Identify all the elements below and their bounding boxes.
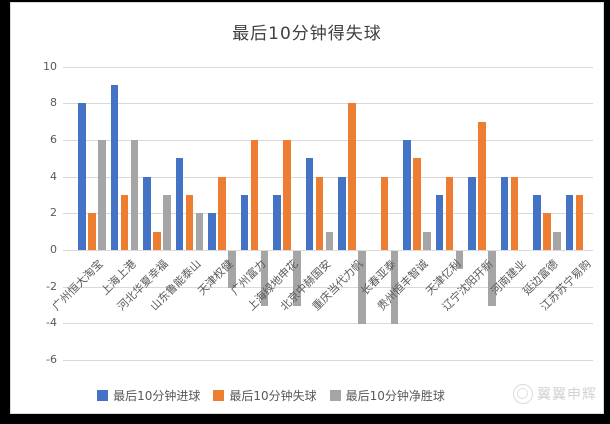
- bar-series1-江苏苏宁易购: [575, 194, 584, 250]
- bar-series1-辽宁沈阳开新: [478, 121, 486, 250]
- bar-series1-重庆当代力帆: [348, 103, 356, 250]
- bar-series1-北京中赫国安: [315, 176, 324, 250]
- bar-series0-江苏苏宁易购: [565, 194, 574, 250]
- bar-series2-天津亿利: [455, 251, 464, 270]
- bar-series0-辽宁沈阳开新: [468, 176, 476, 250]
- y-axis-tick-10: 10: [43, 59, 57, 73]
- chart-legend: 最后10分钟进球 最后10分钟失球 最后10分钟净胜球: [11, 387, 531, 404]
- bar-series0-延边富德: [533, 194, 541, 250]
- bar-series2-上海绿地申花: [293, 251, 301, 307]
- bar-series1-天津权健: [218, 176, 226, 250]
- bar-series2-天津权健: [228, 251, 236, 288]
- watermark-text: 翼翼申辉: [537, 387, 597, 403]
- goals-swatch-icon: [97, 390, 109, 401]
- gridline--6: [63, 360, 593, 362]
- bar-series2-辽宁沈阳开新: [488, 251, 496, 307]
- bar-series2-长春亚泰: [390, 251, 399, 325]
- bar-series1-天津亿利: [445, 176, 454, 250]
- bar-series2-山东鲁能泰山: [195, 213, 204, 250]
- y-axis-tick--6: -6: [46, 353, 57, 367]
- bar-series1-贵州恒丰智诚: [413, 158, 421, 250]
- bar-series1-长春亚泰: [380, 176, 389, 250]
- bar-series0-天津权健: [208, 213, 216, 250]
- bar-series1-山东鲁能泰山: [185, 194, 194, 250]
- bar-series0-天津亿利: [435, 194, 444, 250]
- bar-series1-延边富德: [543, 213, 551, 250]
- bar-series2-广州富力: [260, 251, 269, 307]
- y-axis-tick--2: -2: [46, 279, 57, 293]
- bar-series0-山东鲁能泰山: [175, 158, 184, 250]
- gridline--2: [63, 286, 593, 288]
- bar-series1-广州富力: [250, 139, 259, 250]
- gridline-8: [63, 103, 593, 105]
- watermark: 翼翼申辉: [513, 384, 597, 404]
- legend-item-conceded: 最后10分钟失球: [213, 387, 317, 404]
- gridline-10: [63, 66, 593, 68]
- bar-series1-河北华夏幸福: [153, 231, 161, 250]
- bar-series0-河南建业: [500, 176, 509, 250]
- y-axis-tick-4: 4: [50, 169, 57, 183]
- net-swatch-icon: [329, 390, 341, 401]
- legend-label-conceded: 最后10分钟失球: [229, 389, 317, 403]
- bar-series0-贵州恒丰智诚: [403, 139, 411, 250]
- bar-series0-上海上港: [110, 84, 119, 250]
- chart-title: 最后10分钟得失球: [232, 24, 382, 44]
- bar-series2-北京中赫国安: [325, 231, 334, 250]
- y-axis-tick-6: 6: [50, 132, 57, 146]
- bar-series1-上海上港: [120, 194, 129, 250]
- bar-series2-河北华夏幸福: [163, 194, 171, 250]
- gridline-4: [63, 176, 593, 178]
- bar-series0-广州富力: [240, 194, 249, 250]
- gridline-2: [63, 213, 593, 215]
- bar-series2-贵州恒丰智诚: [423, 231, 431, 250]
- gridline-0: [63, 250, 593, 251]
- chart-panel: 10 8 6 4 2 0 -2 -4 -6 广州恒大淘宝 上海上港 河北华夏幸福 山东鲁能泰山 天津权健广…: [10, 2, 604, 414]
- bar-series1-河南建业: [510, 176, 519, 250]
- bar-series0-上海绿地申花: [273, 194, 281, 250]
- bar-series0-河北华夏幸福: [143, 176, 151, 250]
- y-axis-tick-8: 8: [50, 96, 57, 110]
- legend-label-net: 最后10分钟净胜球: [345, 389, 445, 403]
- plot-area: 10 8 6 4 2 0 -2 -4 -6 广州恒大淘宝 上海上港 河北华夏幸福 山东鲁能泰山 天津权健广…: [11, 3, 605, 415]
- gridline--4: [63, 323, 593, 325]
- conceded-swatch-icon: [213, 390, 225, 401]
- bar-series2-上海上港: [130, 139, 139, 250]
- bar-series2-延边富德: [553, 231, 561, 250]
- bar-series1-广州恒大淘宝: [88, 213, 96, 250]
- y-axis-tick--4: -4: [46, 316, 57, 330]
- bar-series0-重庆当代力帆: [338, 176, 346, 250]
- bar-series2-广州恒大淘宝: [98, 139, 106, 250]
- bar-series0-北京中赫国安: [305, 158, 314, 250]
- legend-label-goals: 最后10分钟进球: [113, 389, 201, 403]
- bar-series0-广州恒大淘宝: [78, 103, 86, 250]
- bar-series1-上海绿地申花: [283, 139, 291, 250]
- circle-logo-icon: [513, 384, 533, 404]
- legend-item-goals: 最后10分钟进球: [97, 387, 200, 404]
- y-axis-tick-2: 2: [50, 206, 57, 220]
- bar-series2-重庆当代力帆: [358, 251, 366, 325]
- legend-item-net: 最后10分钟净胜球: [329, 387, 445, 404]
- gridline-6: [63, 139, 593, 141]
- y-axis-tick-0: 0: [50, 243, 57, 256]
